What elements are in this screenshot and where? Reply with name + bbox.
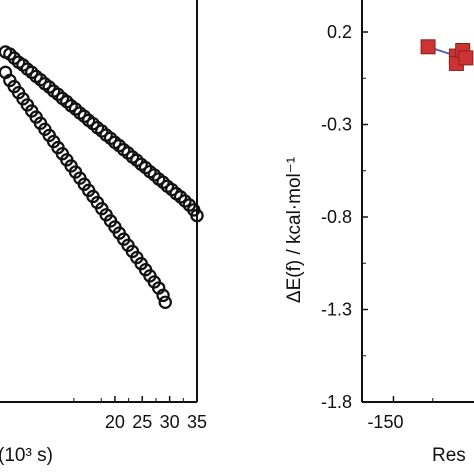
right-y-tick-label: -0.8 bbox=[321, 207, 352, 227]
right-y-tick-label: 0.2 bbox=[327, 22, 352, 42]
left-x-ticks: 20 25 30 35 bbox=[73, 396, 207, 432]
right-y-axis-title: ΔE(f) / kcal·mol⁻¹ bbox=[284, 157, 305, 303]
right-data-point bbox=[420, 39, 436, 55]
right-y-tick-label: -1.8 bbox=[321, 392, 352, 412]
left-data-point-s1 bbox=[190, 208, 204, 223]
left-x-tick-label: 25 bbox=[132, 412, 152, 432]
left-x-tick-label: 30 bbox=[160, 412, 180, 432]
left-x-tick-label: 35 bbox=[187, 412, 207, 432]
left-data-points bbox=[0, 45, 204, 309]
right-panel: 0.2 -0.3 -0.8 -1.3 -1.8 -150 ΔE(f) / kcal·mo… bbox=[284, 0, 474, 466]
right-plot-frame bbox=[361, 0, 474, 403]
left-plot-frame bbox=[0, 0, 198, 403]
right-data-point bbox=[458, 50, 474, 66]
right-x-axis-title: Res bbox=[432, 445, 466, 466]
right-x-ticks: -150 bbox=[367, 396, 434, 432]
right-y-tick-label: -0.3 bbox=[321, 115, 352, 135]
right-y-ticks: 0.2 -0.3 -0.8 -1.3 -1.8 bbox=[321, 22, 368, 412]
right-y-tick-label: -1.3 bbox=[321, 300, 352, 320]
left-data-point-s2 bbox=[158, 295, 172, 309]
left-data-point-s2 bbox=[156, 288, 170, 303]
left-panel: 20 25 30 35 (10³ s) bbox=[0, 0, 207, 466]
left-x-axis-title: (10³ s) bbox=[0, 445, 53, 466]
right-x-tick-label: -150 bbox=[367, 412, 403, 432]
right-data-series bbox=[420, 39, 474, 71]
left-x-tick-label: 20 bbox=[105, 412, 125, 432]
